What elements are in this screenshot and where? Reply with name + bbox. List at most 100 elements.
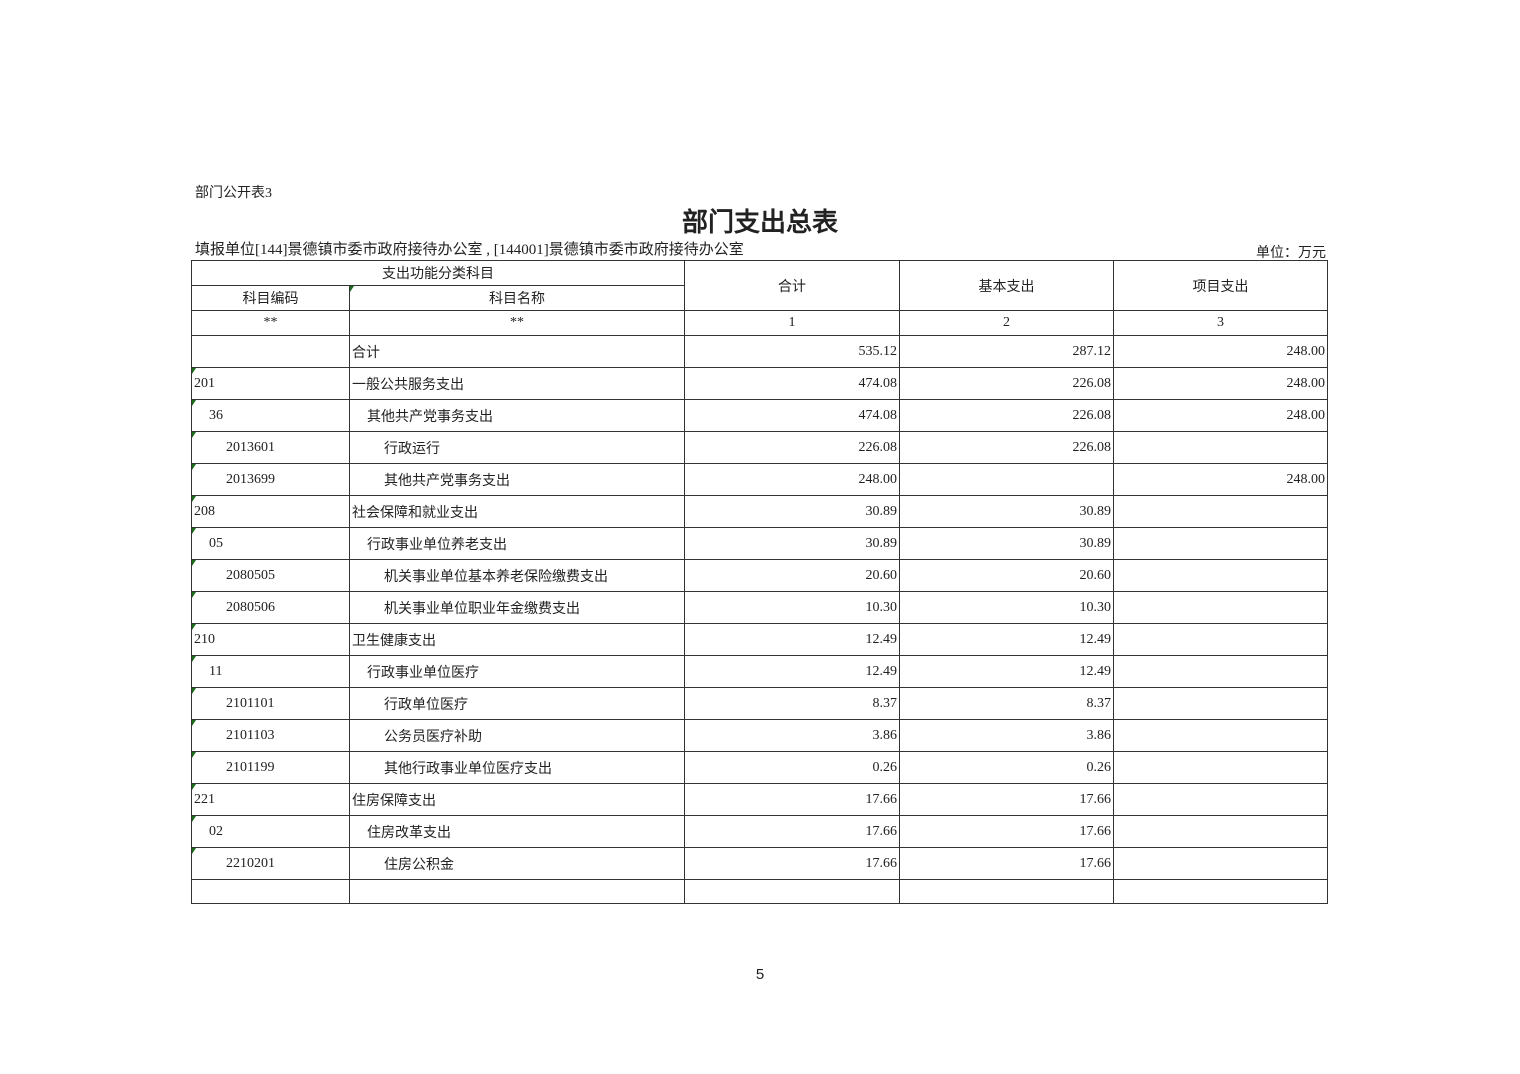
cell-total: 248.00	[684, 463, 900, 496]
cell-total: 535.12	[684, 335, 900, 368]
cell-code: 11	[191, 655, 350, 688]
cell-code	[191, 335, 350, 368]
table-row: 208 社会保障和就业支出 30.89 30.89	[191, 495, 1328, 528]
cell-project: 248.00	[1113, 399, 1328, 432]
cell-name: 住房公积金	[349, 847, 685, 880]
cell-basic: 17.66	[899, 783, 1114, 816]
cell-code: 05	[191, 527, 350, 560]
cell-name: 卫生健康支出	[349, 623, 685, 656]
cell-project	[1113, 431, 1328, 464]
cell-project	[1113, 815, 1328, 848]
cell-code: 2101101	[191, 687, 350, 720]
cell-total: 12.49	[684, 655, 900, 688]
unit-label: 单位：万元	[1256, 246, 1326, 261]
cell-code: 2101199	[191, 751, 350, 784]
table-row: 2013699 其他共产党事务支出 248.00 248.00	[191, 463, 1328, 496]
cell-basic: 30.89	[899, 527, 1114, 560]
cell-basic: 0.26	[899, 751, 1114, 784]
cell-project	[1113, 751, 1328, 784]
cell-name: 住房保障支出	[349, 783, 685, 816]
cell-name: 机关事业单位基本养老保险缴费支出	[349, 559, 685, 592]
cell-basic: 226.08	[899, 399, 1114, 432]
cell-code: 02	[191, 815, 350, 848]
table-row: 2101101 行政单位医疗 8.37 8.37	[191, 687, 1328, 720]
header-basic: 基本支出	[899, 260, 1114, 311]
empty-cell	[899, 879, 1114, 904]
idx-code: **	[191, 310, 350, 336]
cell-basic: 10.30	[899, 591, 1114, 624]
cell-name: 其他共产党事务支出	[349, 399, 685, 432]
cell-project	[1113, 847, 1328, 880]
cell-project	[1113, 623, 1328, 656]
cell-total: 20.60	[684, 559, 900, 592]
cell-code: 2101103	[191, 719, 350, 752]
table-row: 2013601 行政运行 226.08 226.08	[191, 431, 1328, 464]
header-code: 科目编码	[191, 285, 350, 311]
cell-project: 248.00	[1113, 335, 1328, 368]
cell-total: 10.30	[684, 591, 900, 624]
table-row: 2101103 公务员医疗补助 3.86 3.86	[191, 719, 1328, 752]
cell-project	[1113, 655, 1328, 688]
header-total: 合计	[684, 260, 900, 311]
cell-basic: 287.12	[899, 335, 1114, 368]
idx-project: 3	[1113, 310, 1328, 336]
cell-basic: 17.66	[899, 847, 1114, 880]
cell-name: 机关事业单位职业年金缴费支出	[349, 591, 685, 624]
cell-name: 行政事业单位医疗	[349, 655, 685, 688]
cell-code: 36	[191, 399, 350, 432]
table-row: 02 住房改革支出 17.66 17.66	[191, 815, 1328, 848]
table-row: 2210201 住房公积金 17.66 17.66	[191, 847, 1328, 880]
idx-total: 1	[684, 310, 900, 336]
cell-name: 其他行政事业单位医疗支出	[349, 751, 685, 784]
table-row: 2080506 机关事业单位职业年金缴费支出 10.30 10.30	[191, 591, 1328, 624]
table-row: 210 卫生健康支出 12.49 12.49	[191, 623, 1328, 656]
cell-code: 201	[191, 367, 350, 400]
cell-code: 2013601	[191, 431, 350, 464]
cell-total: 17.66	[684, 815, 900, 848]
cell-total: 30.89	[684, 527, 900, 560]
cell-code: 2210201	[191, 847, 350, 880]
idx-name: **	[349, 310, 685, 336]
cell-name: 行政事业单位养老支出	[349, 527, 685, 560]
cell-code: 2080505	[191, 559, 350, 592]
cell-name: 社会保障和就业支出	[349, 495, 685, 528]
cell-project	[1113, 495, 1328, 528]
header-group: 支出功能分类科目	[191, 260, 685, 286]
cell-name: 合计	[349, 335, 685, 368]
cell-project	[1113, 719, 1328, 752]
cell-name: 行政运行	[349, 431, 685, 464]
table-row: 2101199 其他行政事业单位医疗支出 0.26 0.26	[191, 751, 1328, 784]
table-row: 201 一般公共服务支出 474.08 226.08 248.00	[191, 367, 1328, 400]
empty-row	[191, 879, 1328, 904]
table-row: 合计 535.12 287.12 248.00	[191, 335, 1328, 368]
expenditure-table: 支出功能分类科目 合计 基本支出 项目支出 科目编码 科目名称 ** ** 1 …	[191, 260, 1328, 904]
cell-total: 12.49	[684, 623, 900, 656]
table-tag: 部门公开表3	[195, 186, 272, 201]
empty-cell	[1113, 879, 1328, 904]
cell-project	[1113, 687, 1328, 720]
header-name: 科目名称	[349, 285, 685, 311]
page-title: 部门支出总表	[681, 207, 838, 237]
cell-basic: 12.49	[899, 655, 1114, 688]
cell-total: 17.66	[684, 847, 900, 880]
cell-total: 3.86	[684, 719, 900, 752]
cell-code: 210	[191, 623, 350, 656]
cell-project: 248.00	[1113, 463, 1328, 496]
cell-basic: 8.37	[899, 687, 1114, 720]
cell-name: 住房改革支出	[349, 815, 685, 848]
empty-cell	[684, 879, 900, 904]
cell-basic: 226.08	[899, 431, 1114, 464]
cell-total: 8.37	[684, 687, 900, 720]
cell-basic: 12.49	[899, 623, 1114, 656]
cell-basic: 30.89	[899, 495, 1114, 528]
cell-project	[1113, 559, 1328, 592]
table-row: 36 其他共产党事务支出 474.08 226.08 248.00	[191, 399, 1328, 432]
cell-code: 208	[191, 495, 350, 528]
table-row: 221 住房保障支出 17.66 17.66	[191, 783, 1328, 816]
cell-project	[1113, 591, 1328, 624]
cell-total: 474.08	[684, 399, 900, 432]
cell-name: 行政单位医疗	[349, 687, 685, 720]
cell-basic: 3.86	[899, 719, 1114, 752]
cell-name: 公务员医疗补助	[349, 719, 685, 752]
empty-cell	[349, 879, 685, 904]
